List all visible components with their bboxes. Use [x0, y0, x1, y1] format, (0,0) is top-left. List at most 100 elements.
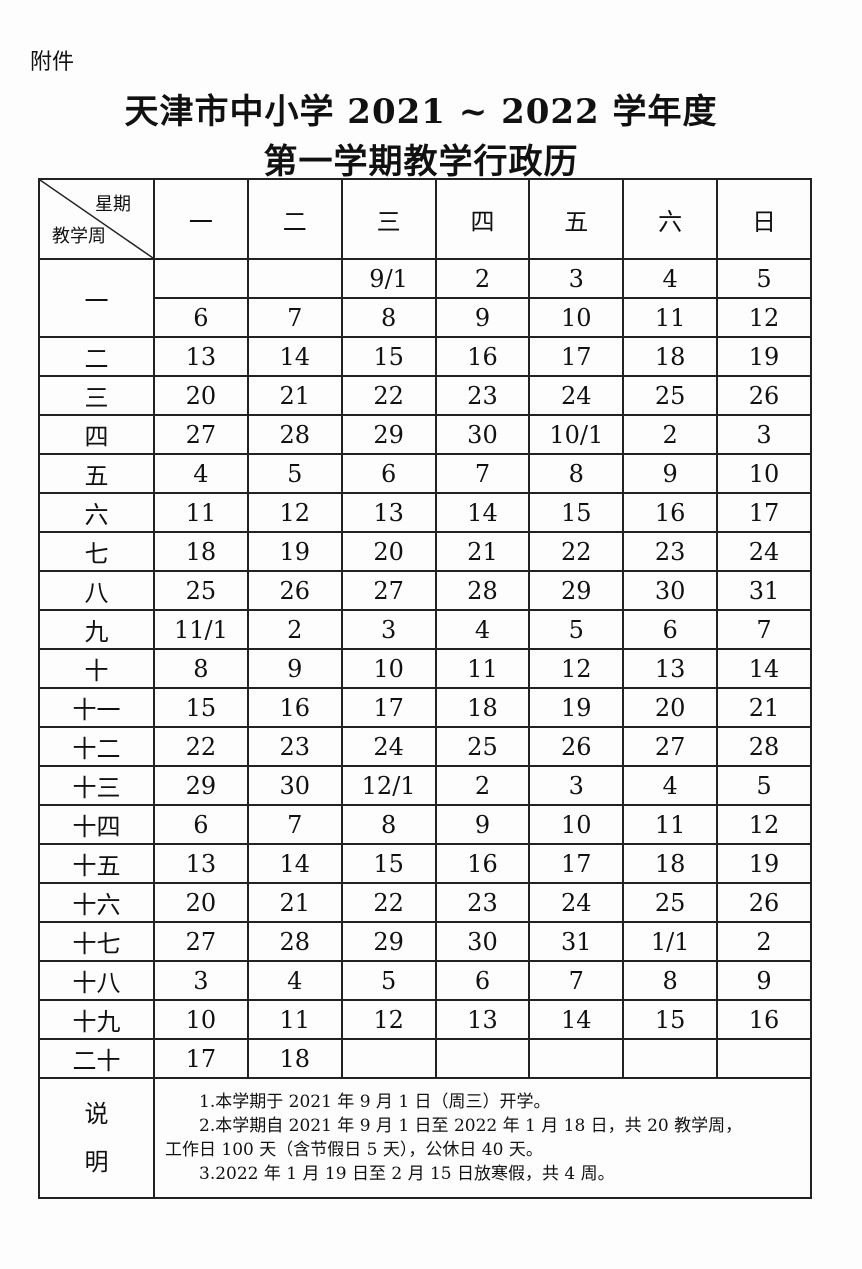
weekday-header: 四 [434, 178, 531, 260]
date-cell: 12 [716, 804, 812, 845]
date-cell: 3 [528, 258, 625, 299]
date-cell: 21 [716, 687, 812, 728]
date-cell: 30 [622, 570, 719, 611]
weekday-header: 三 [340, 178, 437, 260]
week-row: 一 9/1 2 3 4 5 [38, 258, 812, 338]
date-cell: 10 [153, 999, 249, 1040]
date-cell: 14 [246, 336, 343, 377]
date-cell: 13 [622, 648, 719, 689]
date-cell: 25 [622, 882, 719, 923]
date-cell: 15 [528, 492, 625, 533]
date-cell: 3 [340, 609, 437, 650]
date-cell: 28 [246, 921, 343, 962]
header-row: 星期 教学周 一二三四五六日 [38, 178, 812, 260]
date-cell: 30 [434, 414, 531, 455]
date-cell: 7 [716, 609, 812, 650]
calendar-table: 星期 教学周 一二三四五六日 一 9/1 2 3 4 5 6 7 8 9 10 11 12 二 13 14 15… [38, 178, 812, 1199]
date-cell: 23 [434, 375, 531, 416]
date-cell: 18 [622, 843, 719, 884]
date-cell: 21 [246, 375, 343, 416]
date-cell: 12/1 [340, 765, 437, 806]
date-cell: 29 [528, 570, 625, 611]
date-cell: 30 [246, 765, 343, 806]
week-row: 九 11/1 2 3 4 5 6 7 [38, 609, 812, 650]
date-cell: 9 [434, 297, 531, 338]
week-row: 三 20 21 22 23 24 25 26 [38, 375, 812, 416]
week-row: 八 25 26 27 28 29 30 31 [38, 570, 812, 611]
date-cell: 21 [434, 531, 531, 572]
date-cell: 20 [622, 687, 719, 728]
date-cell: 16 [246, 687, 343, 728]
date-cell: 9 [622, 453, 719, 494]
date-cell: 26 [528, 726, 625, 767]
week-row: 6 7 8 9 10 11 12 [39, 297, 812, 338]
date-cell: 8 [153, 648, 249, 689]
date-cell: 22 [340, 375, 437, 416]
date-cell: 21 [246, 882, 343, 923]
date-cell: 11 [434, 648, 531, 689]
date-cell: 16 [622, 492, 719, 533]
date-cell: 2 [246, 609, 343, 650]
date-cell: 28 [246, 414, 343, 455]
date-cell: 1/1 [622, 921, 719, 962]
date-cell: 18 [622, 336, 719, 377]
date-cell: 25 [153, 570, 249, 611]
week-row: 二 13 14 15 16 17 18 19 [38, 336, 812, 377]
date-cell: 31 [528, 921, 625, 962]
date-cell [434, 1038, 531, 1079]
date-cell: 13 [340, 492, 437, 533]
date-cell: 20 [153, 375, 249, 416]
week-row: 十四 6 7 8 9 10 11 12 [38, 804, 812, 845]
week-row: 五 4 5 6 7 8 9 10 [38, 453, 812, 494]
date-cell: 4 [622, 765, 719, 806]
week-row: 四 27 28 29 30 10/1 2 3 [38, 414, 812, 455]
note-item: 2.本学期自 2021 年 9 月 1 日至 2022 年 1 月 18 日，共… [199, 1116, 743, 1136]
week-row: 十 8 9 10 11 12 13 14 [38, 648, 812, 689]
week-label: 三 [38, 375, 155, 416]
date-cell: 9 [246, 648, 343, 689]
date-cell: 11/1 [153, 609, 249, 650]
date-cell: 24 [340, 726, 437, 767]
week-row: 十二 22 23 24 25 26 27 28 [38, 726, 812, 767]
date-cell: 2 [716, 921, 812, 962]
date-cell: 24 [528, 882, 625, 923]
week-label: 五 [38, 453, 155, 494]
week-row: 十三 29 30 12/1 2 3 4 5 [38, 765, 812, 806]
week-row: 六 11 12 13 14 15 16 17 [38, 492, 812, 533]
date-cell: 26 [246, 570, 343, 611]
date-cell: 10 [340, 648, 437, 689]
date-cell: 26 [716, 882, 812, 923]
notes-label: 说明 [38, 1077, 155, 1199]
date-cell: 31 [716, 570, 812, 611]
note-item: 3.2022 年 1 月 19 日至 2 月 15 日放寒假，共 4 周。 [199, 1164, 615, 1184]
date-cell: 10 [716, 453, 812, 494]
date-cell: 20 [340, 531, 437, 572]
weekday-axis-label: 星期 [95, 194, 131, 215]
weekday-header: 一 [153, 178, 249, 260]
week-label: 十 [38, 648, 155, 689]
date-cell: 8 [528, 453, 625, 494]
week-row: 七 18 19 20 21 22 23 24 [38, 531, 812, 572]
date-cell: 14 [246, 843, 343, 884]
week-label: 二十 [38, 1038, 155, 1079]
date-cell: 19 [716, 336, 812, 377]
week-row: 十五 13 14 15 16 17 18 19 [38, 843, 812, 884]
date-cell: 13 [434, 999, 531, 1040]
date-cell: 29 [153, 765, 249, 806]
date-cell: 27 [340, 570, 437, 611]
date-cell [622, 1038, 719, 1079]
week-label: 八 [38, 570, 155, 611]
date-cell: 6 [153, 804, 249, 845]
date-cell: 11 [246, 999, 343, 1040]
date-cell: 6 [340, 453, 437, 494]
date-cell: 29 [340, 414, 437, 455]
date-cell: 20 [153, 882, 249, 923]
date-cell: 6 [434, 960, 531, 1001]
week-label: 九 [38, 609, 155, 650]
notes-row: 说明 1.本学期于 2021 年 9 月 1 日（周三）开学。 2.本学期自 202… [38, 1077, 812, 1199]
date-cell: 27 [153, 414, 249, 455]
date-cell: 12 [528, 648, 625, 689]
date-cell: 25 [622, 375, 719, 416]
week-label: 十四 [38, 804, 155, 845]
